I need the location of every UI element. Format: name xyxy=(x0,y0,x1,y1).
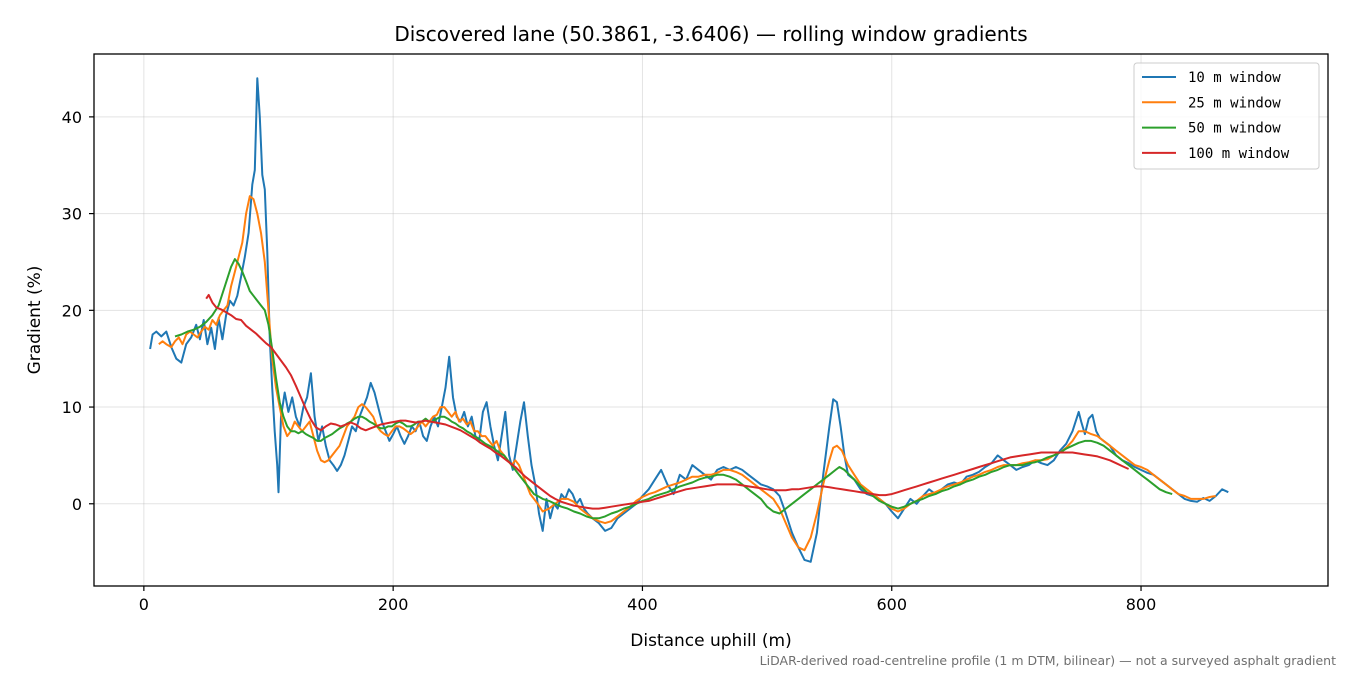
legend-label: 10 m window xyxy=(1188,70,1281,86)
y-tick-label: 10 xyxy=(62,398,82,417)
legend-label: 25 m window xyxy=(1188,95,1281,111)
plot-frame xyxy=(93,53,1329,587)
series-lines xyxy=(149,77,1229,563)
series-line-100-m-window xyxy=(205,293,1130,510)
legend-box xyxy=(1133,62,1320,170)
y-tick-label: 0 xyxy=(72,495,82,514)
legend: 10 m window 25 m window 50 m window 100 m w… xyxy=(1133,62,1320,170)
x-tick-label: 800 xyxy=(1126,595,1157,614)
x-axis-label: Distance uphill (m) xyxy=(630,631,791,651)
y-axis-ticks: 0 10 20 30 40 xyxy=(62,108,94,514)
chart-title: Discovered lane (50.3861, -3.6406) — rol… xyxy=(394,22,1027,46)
x-axis-ticks: 0 200 400 600 800 xyxy=(139,586,1157,614)
y-tick-label: 20 xyxy=(62,301,82,320)
legend-label: 50 m window xyxy=(1188,121,1281,137)
series-line-50-m-window xyxy=(174,258,1173,520)
x-tick-label: 400 xyxy=(627,595,658,614)
x-tick-label: 200 xyxy=(378,595,409,614)
y-axis-label: Gradient (%) xyxy=(25,266,45,375)
x-tick-label: 0 xyxy=(139,595,149,614)
y-tick-label: 40 xyxy=(62,108,82,127)
legend-label: 100 m window xyxy=(1188,146,1290,162)
grid-lines xyxy=(94,54,1328,586)
y-tick-label: 30 xyxy=(62,205,82,224)
series-line-25-m-window xyxy=(158,195,1216,552)
legend-items: 10 m window 25 m window 50 m window 100 m w… xyxy=(1142,70,1290,162)
x-tick-label: 600 xyxy=(876,595,907,614)
footnote: LiDAR-derived road-centreline profile (1… xyxy=(760,653,1336,668)
